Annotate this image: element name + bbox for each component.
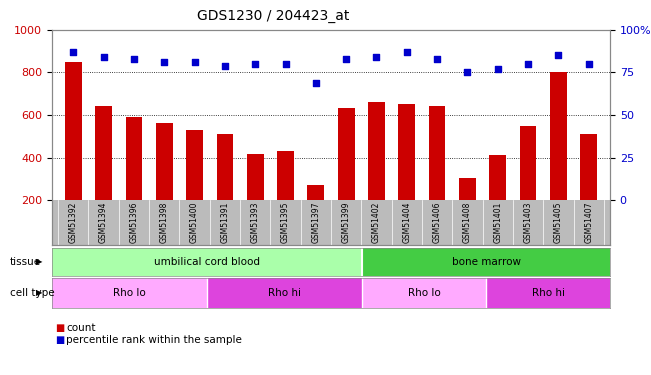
Text: GSM51401: GSM51401 xyxy=(493,202,503,243)
Text: ■: ■ xyxy=(55,335,64,345)
Text: GSM51398: GSM51398 xyxy=(159,202,169,243)
Text: Rho hi: Rho hi xyxy=(268,288,301,298)
Text: GSM51402: GSM51402 xyxy=(372,202,381,243)
Text: GSM51399: GSM51399 xyxy=(342,202,351,243)
Text: GSM51392: GSM51392 xyxy=(69,202,77,243)
Bar xyxy=(429,106,445,200)
Point xyxy=(402,49,412,55)
Bar xyxy=(52,200,610,245)
Bar xyxy=(459,178,476,200)
Bar xyxy=(581,134,597,200)
Point xyxy=(371,54,381,60)
Bar xyxy=(277,151,294,200)
Text: GSM51405: GSM51405 xyxy=(554,202,563,243)
Bar xyxy=(65,62,81,200)
Text: GSM51397: GSM51397 xyxy=(311,202,320,243)
Point xyxy=(98,54,109,60)
Text: bone marrow: bone marrow xyxy=(452,257,521,267)
Point xyxy=(583,61,594,67)
Bar xyxy=(52,30,610,200)
Text: ■: ■ xyxy=(55,323,64,333)
Bar xyxy=(368,102,385,200)
Point xyxy=(189,59,200,65)
Bar xyxy=(486,278,610,308)
Bar xyxy=(156,123,173,200)
Text: ▶: ▶ xyxy=(36,288,42,297)
Bar xyxy=(550,72,567,200)
Bar xyxy=(519,126,536,200)
Text: GSM51393: GSM51393 xyxy=(251,202,260,243)
Bar xyxy=(398,104,415,200)
Text: GSM51396: GSM51396 xyxy=(130,202,139,243)
Point xyxy=(432,56,442,62)
Text: GSM51404: GSM51404 xyxy=(402,202,411,243)
Text: GSM51394: GSM51394 xyxy=(99,202,108,243)
Bar xyxy=(126,117,142,200)
Bar xyxy=(52,248,362,276)
Bar xyxy=(207,278,362,308)
Text: Rho lo: Rho lo xyxy=(408,288,440,298)
Text: GSM51408: GSM51408 xyxy=(463,202,472,243)
Bar xyxy=(362,278,486,308)
Point xyxy=(250,61,260,67)
Point xyxy=(493,66,503,72)
Bar xyxy=(247,154,264,200)
Point xyxy=(159,59,169,65)
Bar xyxy=(338,108,355,200)
Bar xyxy=(52,278,207,308)
Point xyxy=(68,49,78,55)
Point xyxy=(553,53,564,58)
Bar xyxy=(217,134,233,200)
Point xyxy=(523,61,533,67)
Bar xyxy=(490,155,506,200)
Text: ▶: ▶ xyxy=(36,258,42,267)
Text: GDS1230 / 204423_at: GDS1230 / 204423_at xyxy=(197,9,350,23)
Text: GSM51395: GSM51395 xyxy=(281,202,290,243)
Text: GSM51407: GSM51407 xyxy=(584,202,593,243)
Text: percentile rank within the sample: percentile rank within the sample xyxy=(66,335,242,345)
Bar xyxy=(362,248,610,276)
Text: GSM51391: GSM51391 xyxy=(220,202,229,243)
Text: umbilical cord blood: umbilical cord blood xyxy=(154,257,260,267)
Text: Rho lo: Rho lo xyxy=(113,288,146,298)
Bar xyxy=(95,106,112,200)
Text: GSM51403: GSM51403 xyxy=(523,202,533,243)
Point xyxy=(129,56,139,62)
Point xyxy=(462,69,473,75)
Point xyxy=(341,56,352,62)
Text: tissue: tissue xyxy=(10,257,41,267)
Text: count: count xyxy=(66,323,96,333)
Text: GSM51400: GSM51400 xyxy=(190,202,199,243)
Point xyxy=(219,63,230,69)
Point xyxy=(281,61,291,67)
Text: Rho hi: Rho hi xyxy=(531,288,564,298)
Point xyxy=(311,80,321,86)
Bar xyxy=(307,185,324,200)
Text: cell type: cell type xyxy=(10,288,54,298)
Bar xyxy=(186,130,203,200)
Text: GSM51406: GSM51406 xyxy=(433,202,441,243)
